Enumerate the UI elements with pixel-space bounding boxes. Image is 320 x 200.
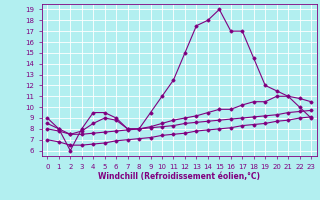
- X-axis label: Windchill (Refroidissement éolien,°C): Windchill (Refroidissement éolien,°C): [98, 172, 260, 181]
